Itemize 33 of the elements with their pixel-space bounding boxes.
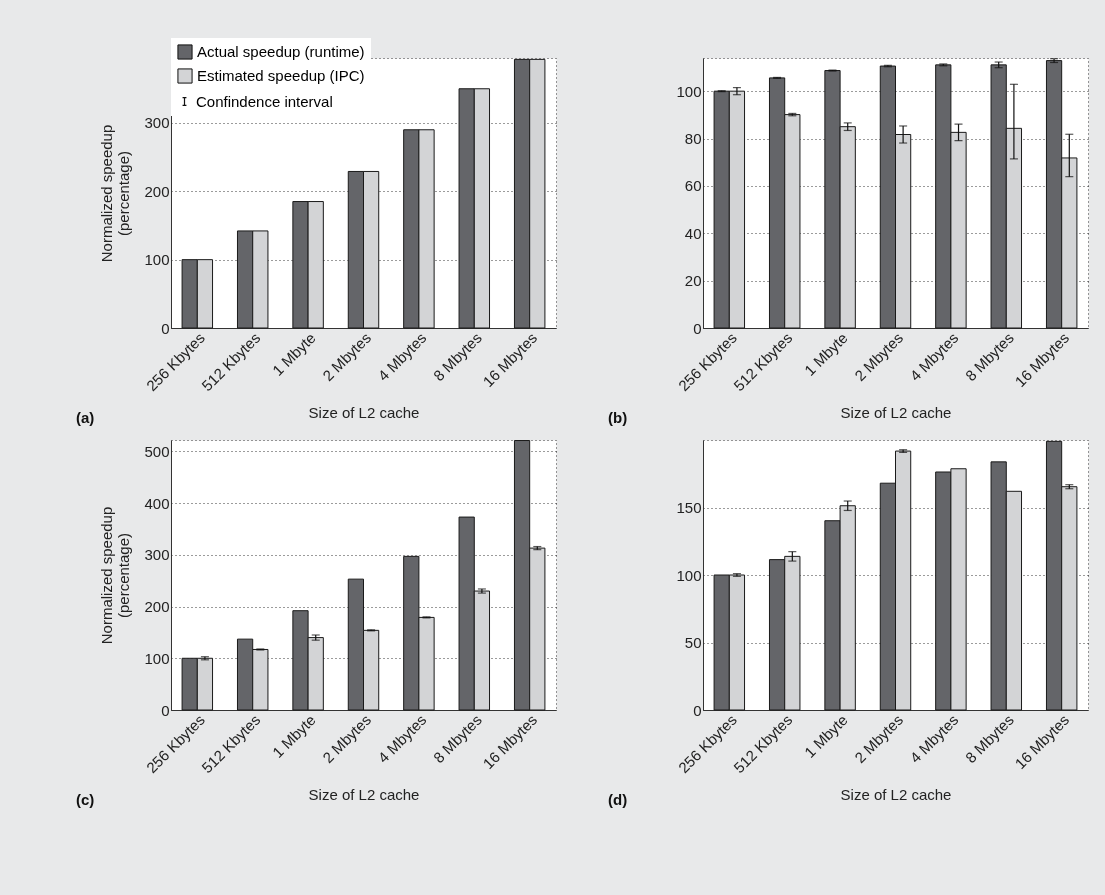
x-axis-title: Size of L2 cache: [308, 404, 420, 422]
y-tick-label: 0: [693, 319, 702, 337]
text: (b): [608, 409, 628, 426]
legend-label: Actual speedup (runtime): [197, 43, 365, 60]
y-tick-label: 50: [684, 634, 702, 651]
y-tick-label: 60: [684, 177, 702, 195]
y-tick-label: 20: [684, 272, 702, 290]
y-tick-label: 200: [144, 598, 170, 616]
x-axis-title: Size of L2 cache: [308, 786, 420, 804]
y-tick-label: 200: [144, 182, 170, 200]
y-axis-title: Normalized speedup (percentage): [98, 506, 133, 645]
y-tick-label: 400: [144, 494, 170, 512]
y-tick-label: 100: [676, 566, 702, 584]
y-tick-label: 300: [144, 114, 170, 132]
annotation: Confindence interval: [196, 92, 333, 110]
y-tick-label: 300: [144, 546, 170, 564]
y-tick-label: 80: [684, 130, 702, 148]
y-axis-title: Normalized speedup (percentage): [98, 124, 133, 263]
legend-label: Estimated speedup (IPC): [197, 67, 365, 84]
y-tick-label: 150: [676, 499, 702, 516]
y-tick-label: 500: [144, 442, 170, 460]
text: (c): [76, 791, 95, 808]
text: (d): [608, 791, 628, 808]
y-tick-label: 100: [144, 251, 170, 269]
x-axis-title: Size of L2 cache: [840, 786, 952, 804]
x-axis-title: Size of L2 cache: [840, 404, 952, 422]
y-tick-label: 100: [144, 649, 170, 667]
y-tick-label: 0: [693, 701, 702, 719]
y-tick-label: 0: [161, 701, 170, 719]
y-tick-label: 40: [684, 224, 702, 242]
text: (a): [76, 409, 95, 426]
y-tick-label: 100: [676, 82, 702, 100]
y-tick-label: 0: [161, 319, 170, 337]
